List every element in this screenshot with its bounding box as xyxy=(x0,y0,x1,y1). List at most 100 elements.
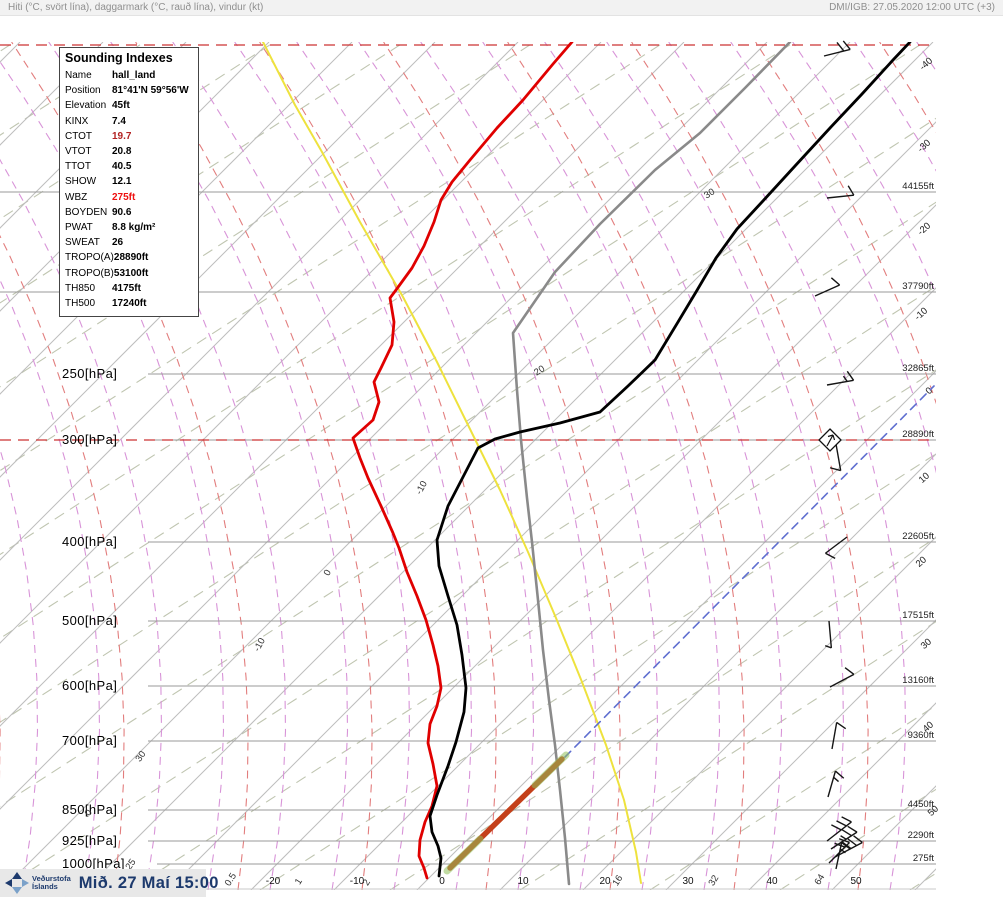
index-row: SWEAT 26 xyxy=(65,235,193,250)
height-axis-label: 22605ft xyxy=(902,531,934,542)
temp-axis-label-right: 30 xyxy=(919,637,934,652)
wind-barb-feather xyxy=(847,185,855,196)
index-value: 275ft xyxy=(112,191,136,203)
index-row: KINX 7.4 xyxy=(65,114,193,129)
wind-barb-feather xyxy=(825,552,836,560)
mixing-ratio-label: 16 xyxy=(610,873,625,888)
wind-barb-shaft xyxy=(826,194,854,199)
wind-barb-feather xyxy=(831,824,842,831)
wind-barb-feather xyxy=(839,848,846,854)
wind-barb-feather xyxy=(833,776,840,783)
index-label: Elevation xyxy=(65,100,107,112)
pressure-axis-label: 250[hPa] xyxy=(62,366,117,381)
wind-barbs xyxy=(814,40,863,870)
wind-barb-feather xyxy=(842,40,851,50)
index-label: CTOT xyxy=(65,130,93,142)
wind-barb-feather xyxy=(847,838,858,847)
index-label: Name xyxy=(65,70,92,81)
adiabat-label: 30 xyxy=(133,749,148,764)
height-axis-label: 9360ft xyxy=(908,730,935,741)
index-label: VTOT xyxy=(65,146,92,158)
index-value: hall_land xyxy=(112,70,156,81)
index-value: 19.7 xyxy=(112,130,132,142)
wind-barb-shaft xyxy=(814,284,840,297)
index-value: 28890ft xyxy=(113,252,149,264)
index-row: TH850 4175ft xyxy=(65,281,193,296)
index-value: 40.5 xyxy=(112,161,132,173)
index-label: TH850 xyxy=(65,282,96,294)
sounding-indexes-rows: Name hall_land Position 81°41'N 59°56'W Elev… xyxy=(65,68,193,311)
index-label: SWEAT xyxy=(65,237,100,249)
sounding-indexes-box: Sounding Indexes Name hall_land Position 81… xyxy=(59,47,199,318)
model-run-info: DMI/IGB: 27.05.2020 12:00 UTC (+3) xyxy=(829,2,995,13)
temp-axis-label-bottom: 40 xyxy=(766,876,778,887)
mixing-ratio-label: 2 xyxy=(361,878,373,888)
height-axis-label: 2290ft xyxy=(908,830,935,841)
temp-axis-label-bottom: -10 xyxy=(350,876,365,887)
wind-barb-feather xyxy=(836,42,845,52)
index-value: 17240ft xyxy=(112,298,147,310)
height-axis-label: 28890ft xyxy=(902,429,934,440)
index-value: 53100ft xyxy=(113,267,149,279)
wind-barb-feather xyxy=(836,820,847,827)
pressure-axis-label: 925[hPa] xyxy=(62,833,117,848)
footer-date-bar: Veðurstofa Íslands Mið. 27 Maí 15:00 xyxy=(0,869,218,897)
index-row: Elevation 45ft xyxy=(65,98,193,113)
index-label: TROPO(A) xyxy=(65,252,114,264)
reference-profile-grey xyxy=(511,42,792,886)
index-row: BOYDEN 90.6 xyxy=(65,205,193,220)
wind-barb-feather xyxy=(853,835,863,844)
lifted-parcel-glow xyxy=(443,835,484,875)
wind-barb-feather xyxy=(838,838,850,844)
pressure-axis-label: 400[hPa] xyxy=(62,534,117,549)
height-axis-label: 4450ft xyxy=(908,799,935,810)
wind-barb-feather xyxy=(836,721,847,730)
pressure-axis-label: 1000[hPa] xyxy=(62,856,125,871)
sounding-indexes-title: Sounding Indexes xyxy=(65,51,173,65)
wind-barb-feather xyxy=(841,842,851,850)
height-axis-label: 13160ft xyxy=(902,675,934,686)
adiabat-label: 0 xyxy=(83,808,95,818)
index-label: PWAT xyxy=(65,222,93,234)
blue-dashed-line xyxy=(564,385,935,758)
wind-barb-feather xyxy=(846,370,855,381)
wind-barb-shaft xyxy=(828,620,833,648)
index-row: VTOT 20.8 xyxy=(65,144,193,159)
adiabat-label: -10 xyxy=(414,479,430,496)
wind-barb-shaft xyxy=(835,443,842,471)
temp-axis-label-right: -10 xyxy=(913,305,931,322)
index-label: TTOT xyxy=(65,161,91,173)
wind-barb-feather xyxy=(847,825,858,833)
adiabat-label: 20 xyxy=(532,363,547,378)
wind-barb-shaft xyxy=(831,722,838,750)
wind-barb-shaft xyxy=(826,821,852,842)
wind-barb-shaft xyxy=(825,536,848,554)
top-header-bar: Hiti (°C, svört lína), daggarmark (°C, r… xyxy=(0,0,1003,16)
index-value: 90.6 xyxy=(112,206,132,218)
pressure-axis-label: 700[hPa] xyxy=(62,733,117,748)
temp-axis-label-bottom: 30 xyxy=(682,876,694,887)
wind-barb-shaft xyxy=(823,48,851,57)
index-label: BOYDEN xyxy=(65,206,108,218)
lifted-parcel-glow xyxy=(531,751,570,789)
index-value: 20.8 xyxy=(112,146,132,158)
index-value: 12.1 xyxy=(112,176,132,188)
wind-barb-feather xyxy=(842,375,848,382)
wind-barb-shaft xyxy=(835,842,843,870)
wind-barb-feather xyxy=(825,645,832,649)
mixing-ratio-label: 0.5 xyxy=(223,871,239,888)
wind-barb-feather xyxy=(834,770,845,779)
wind-barb-feather xyxy=(834,842,846,848)
wind-barb-feather xyxy=(830,277,841,286)
index-label: TH500 xyxy=(65,298,96,310)
temperature-curve-black xyxy=(428,42,912,878)
mixing-ratio-label: 1 xyxy=(293,877,305,887)
temp-axis-label-bottom: 10 xyxy=(517,876,529,887)
index-row: TH500 17240ft xyxy=(65,296,193,311)
index-label: TROPO(B) xyxy=(65,267,114,279)
wind-barb-shaft xyxy=(826,379,854,386)
index-label: KINX xyxy=(65,115,89,127)
sounding-curves xyxy=(261,42,935,886)
index-label: SHOW xyxy=(65,176,97,188)
pressure-axis-label: 300[hPa] xyxy=(62,432,117,447)
